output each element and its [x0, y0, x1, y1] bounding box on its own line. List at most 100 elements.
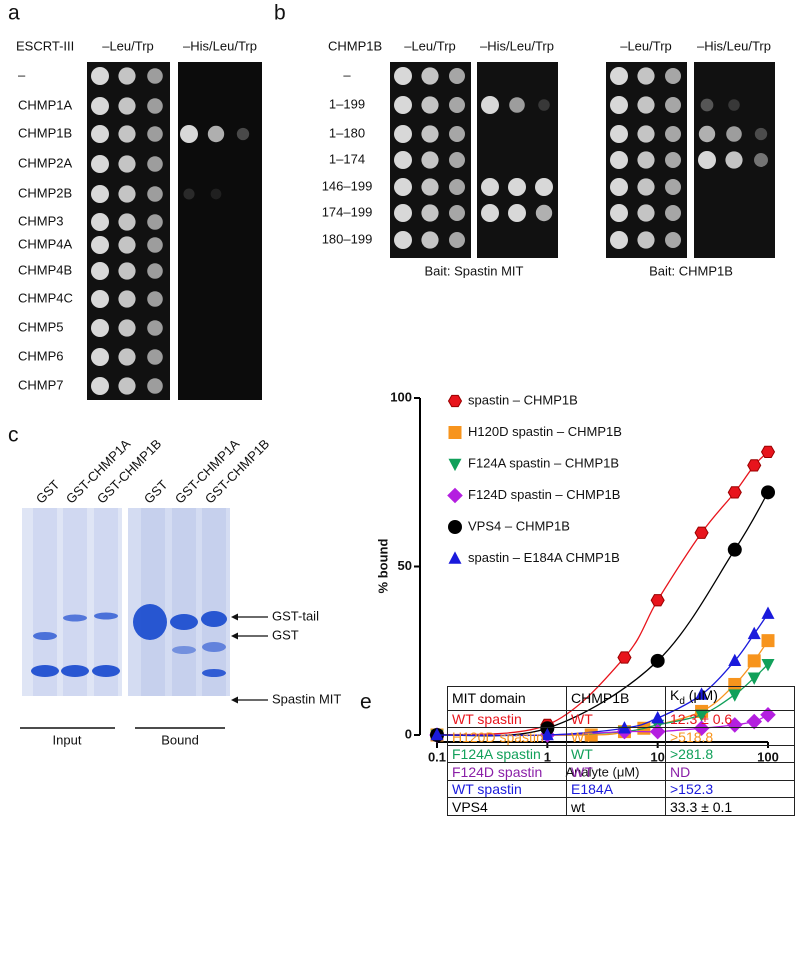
- yeast-spot: [610, 204, 628, 222]
- header-cell: CHMP1B: [566, 686, 666, 711]
- gel-band: [63, 614, 87, 622]
- table-cell: WT spastin: [447, 779, 567, 799]
- table-row: F124D spastin WT ND: [447, 762, 795, 781]
- marker: [761, 634, 775, 648]
- row-header: ESCRT-III: [16, 38, 74, 53]
- gel: [22, 508, 122, 696]
- kd-table: MIT domain CHMP1B Kd (μM) WT spastin WT 12.3 …: [447, 686, 795, 816]
- row-label: CHMP7: [18, 377, 64, 392]
- yeast-spot: [118, 377, 136, 395]
- yeast-spot: [637, 67, 655, 85]
- gel-lane: [202, 508, 226, 696]
- row-label: 1–199: [329, 96, 365, 111]
- yeast-spot: [91, 185, 109, 203]
- marker: [747, 626, 761, 640]
- table-cell: E184A: [566, 779, 666, 799]
- row-label: CHMP6: [18, 348, 64, 363]
- yeast-spot: [449, 152, 465, 168]
- yeast-spot: [665, 152, 681, 168]
- table-cell: F124D spastin: [447, 762, 567, 781]
- yeast-spot: [754, 153, 768, 167]
- row-label: 180–199: [322, 231, 373, 246]
- marker: [747, 672, 761, 685]
- gel-band: [61, 665, 89, 677]
- column-header: –Leu/Trp: [102, 38, 154, 53]
- yeast-spot: [610, 151, 628, 169]
- header-cell: Kd (μM): [665, 686, 795, 711]
- row-label: 146–199: [322, 178, 373, 193]
- gel-band: [201, 611, 227, 627]
- marker: [650, 653, 665, 668]
- plate: [87, 62, 170, 400]
- kd-symbol: K: [670, 687, 680, 703]
- kd-unit: (μM): [688, 687, 718, 703]
- row-label: 1–174: [329, 151, 365, 166]
- yeast-spot: [91, 290, 109, 308]
- yeast-spot: [610, 96, 628, 114]
- yeast-spot: [147, 214, 163, 230]
- yeast-spot: [147, 263, 163, 279]
- band-label: GST-tail: [272, 608, 319, 623]
- table-row: F124A spastin WT >281.8: [447, 744, 795, 764]
- header-cell: MIT domain: [447, 686, 567, 711]
- legend-marker: [448, 551, 462, 564]
- yeast-spot: [449, 232, 465, 248]
- yeast-spot: [535, 204, 553, 222]
- marker: [650, 594, 665, 607]
- yeast-spot: [421, 151, 439, 169]
- yeast-spot: [421, 204, 439, 222]
- arrow-head: [231, 613, 238, 621]
- gel-band: [92, 665, 120, 677]
- legend-marker: [448, 426, 462, 439]
- legend-label: F124D spastin – CHMP1B: [468, 487, 620, 502]
- column-header: –Leu/Trp: [404, 38, 456, 53]
- yeast-spot: [394, 231, 412, 249]
- yeast-spot: [508, 178, 526, 196]
- x-tick-label: 0.1: [428, 749, 446, 764]
- gel-lane: [141, 508, 165, 696]
- yeast-spot: [449, 205, 465, 221]
- yeast-spot: [421, 178, 439, 196]
- yeast-spot: [118, 348, 136, 366]
- yeast-spot: [118, 213, 136, 231]
- yeast-spot: [147, 378, 163, 394]
- marker: [761, 485, 775, 500]
- gel-lane: [94, 508, 118, 696]
- band-label: Spastin MIT: [272, 691, 341, 706]
- panel-label: a: [8, 2, 20, 25]
- yeast-spot: [118, 97, 136, 115]
- yeast-spot: [449, 68, 465, 84]
- yeast-spot: [147, 126, 163, 142]
- row-label: 174–199: [322, 204, 373, 219]
- plate: [178, 62, 262, 400]
- yeast-spot: [637, 151, 655, 169]
- yeast-spot: [147, 237, 163, 253]
- yeast-spot: [91, 155, 109, 173]
- gel-band: [33, 632, 57, 640]
- yeast-spot: [449, 97, 465, 113]
- yeast-spot: [700, 98, 714, 112]
- legend-marker: [447, 394, 463, 408]
- yeast-spot: [754, 127, 768, 141]
- yeast-spot: [207, 125, 225, 143]
- table-cell: WT: [566, 744, 666, 764]
- yeast-spot: [726, 126, 742, 142]
- yeast-spot: [91, 97, 109, 115]
- legend-marker: [447, 487, 463, 504]
- marker: [694, 526, 709, 539]
- yeast-spot: [91, 236, 109, 254]
- yeast-spot: [421, 125, 439, 143]
- gel-band: [170, 614, 198, 630]
- yeast-spot: [509, 97, 525, 113]
- table-row: WT spastin E184A >152.3: [447, 779, 795, 799]
- gel-band: [94, 612, 118, 620]
- yeast-spot: [118, 185, 136, 203]
- table-cell: >281.8: [665, 744, 795, 764]
- band-label: GST: [272, 627, 299, 642]
- arrow-head: [231, 696, 238, 704]
- yeast-spot: [91, 67, 109, 85]
- yeast-spot: [183, 188, 195, 200]
- marker: [727, 542, 742, 557]
- yeast-spot: [665, 97, 681, 113]
